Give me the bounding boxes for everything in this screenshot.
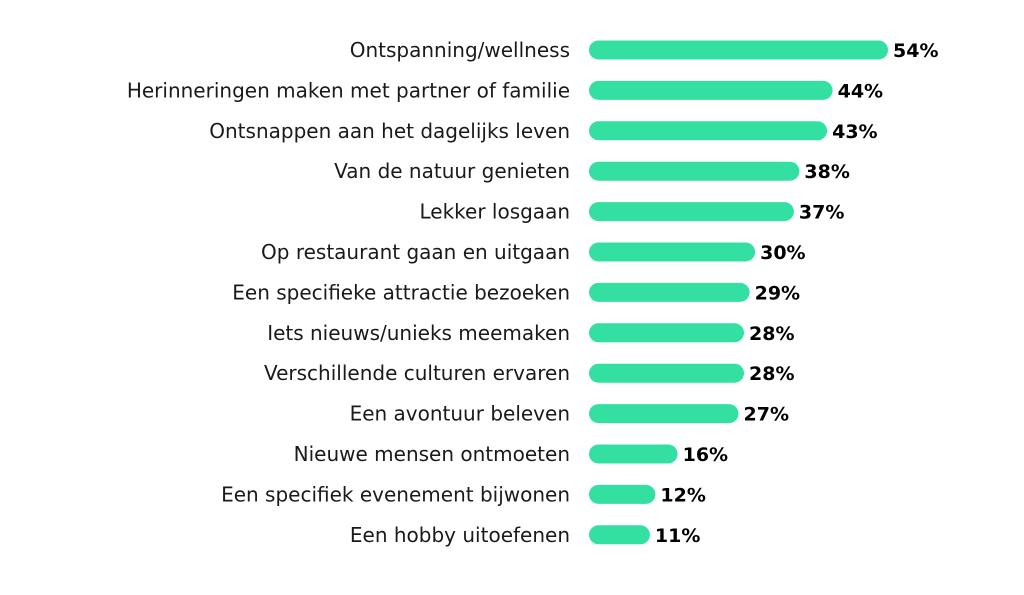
value-label: 30% [760,242,805,264]
category-label: Verschillende culturen ervaren [264,361,570,385]
bar [589,242,756,262]
category-label: Nieuwe mensen ontmoeten [294,442,570,466]
category-label: Een hobby uitoefenen [350,523,570,547]
category-label: Lekker losgaan [419,200,570,224]
category-label: Een specifieke attractie bezoeken [232,280,570,304]
category-label: Een specifiek evenement bijwonen [221,482,570,506]
value-label: 44% [838,80,883,102]
bar [589,282,750,302]
bars-layer: Ontspanning/wellness 54% Herinneringen mak… [127,38,939,547]
bar [589,444,678,464]
value-label: 29% [755,282,800,304]
bar [589,404,739,424]
value-label: 37% [799,202,844,224]
value-label: 38% [804,161,849,183]
bar [589,525,650,545]
value-label: 12% [660,484,705,506]
category-label: Ontspanning/wellness [350,38,570,62]
category-label: Herinneringen maken met partner of famil… [127,78,570,102]
category-label: Iets nieuws/unieks meemaken [267,321,570,345]
bar [589,40,888,60]
bar [589,484,656,504]
bar [589,363,744,383]
category-label: Op restaurant gaan en uitgaan [261,240,570,264]
value-label: 27% [744,404,789,426]
value-label: 43% [832,121,877,143]
value-label: 28% [749,363,794,385]
bar [589,323,744,343]
value-label: 28% [749,323,794,345]
bar [589,202,794,222]
category-label: Ontsnappen aan het dagelijks leven [209,119,570,143]
value-label: 54% [893,40,938,62]
bar [589,80,833,100]
bar [589,121,828,141]
bar [589,161,800,181]
value-label: 11% [655,525,700,547]
category-label: Van de natuur genieten [334,159,570,183]
category-label: Een avontuur beleven [350,402,570,426]
value-label: 16% [683,444,728,466]
